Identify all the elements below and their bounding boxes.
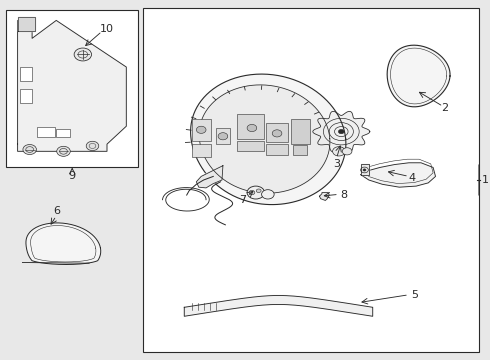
Polygon shape bbox=[319, 193, 329, 201]
Circle shape bbox=[196, 126, 206, 134]
Polygon shape bbox=[18, 21, 126, 151]
Circle shape bbox=[343, 148, 352, 155]
Circle shape bbox=[57, 146, 70, 156]
Polygon shape bbox=[361, 163, 436, 187]
Circle shape bbox=[74, 48, 92, 61]
Bar bbox=[192, 144, 211, 157]
Polygon shape bbox=[184, 296, 373, 316]
Text: 7: 7 bbox=[239, 195, 246, 205]
Bar bbox=[216, 128, 230, 144]
Polygon shape bbox=[313, 111, 370, 152]
Circle shape bbox=[339, 130, 344, 134]
Bar bbox=[238, 140, 264, 151]
Text: 4: 4 bbox=[409, 173, 416, 183]
Bar bbox=[192, 119, 211, 140]
Text: 9: 9 bbox=[69, 171, 76, 181]
Circle shape bbox=[218, 133, 228, 140]
Circle shape bbox=[272, 130, 282, 137]
Bar bbox=[267, 144, 288, 155]
Circle shape bbox=[333, 147, 345, 156]
Text: 2: 2 bbox=[441, 103, 449, 113]
Bar bbox=[5, 10, 138, 167]
Text: 5: 5 bbox=[411, 291, 418, 301]
Circle shape bbox=[247, 186, 265, 199]
Bar bbox=[56, 129, 70, 137]
Bar bbox=[267, 123, 288, 142]
Circle shape bbox=[86, 141, 99, 150]
Polygon shape bbox=[26, 223, 101, 265]
Polygon shape bbox=[199, 85, 330, 193]
Polygon shape bbox=[191, 74, 346, 204]
Polygon shape bbox=[196, 166, 223, 188]
Bar bbox=[37, 127, 55, 137]
Text: 8: 8 bbox=[340, 190, 347, 200]
Bar bbox=[238, 114, 264, 139]
Text: 10: 10 bbox=[100, 24, 114, 34]
Circle shape bbox=[363, 169, 366, 171]
Text: 6: 6 bbox=[53, 206, 60, 216]
Bar bbox=[291, 119, 310, 144]
Bar bbox=[293, 145, 308, 155]
Polygon shape bbox=[361, 164, 369, 175]
Circle shape bbox=[262, 190, 274, 199]
Text: 3: 3 bbox=[333, 159, 340, 169]
Circle shape bbox=[249, 190, 255, 195]
Text: 1: 1 bbox=[482, 175, 489, 185]
Bar bbox=[20, 89, 32, 103]
Bar bbox=[143, 8, 479, 352]
Circle shape bbox=[256, 189, 261, 193]
Circle shape bbox=[247, 125, 257, 132]
Polygon shape bbox=[387, 45, 450, 107]
Polygon shape bbox=[18, 17, 34, 31]
Bar bbox=[20, 67, 32, 81]
Circle shape bbox=[23, 144, 36, 154]
